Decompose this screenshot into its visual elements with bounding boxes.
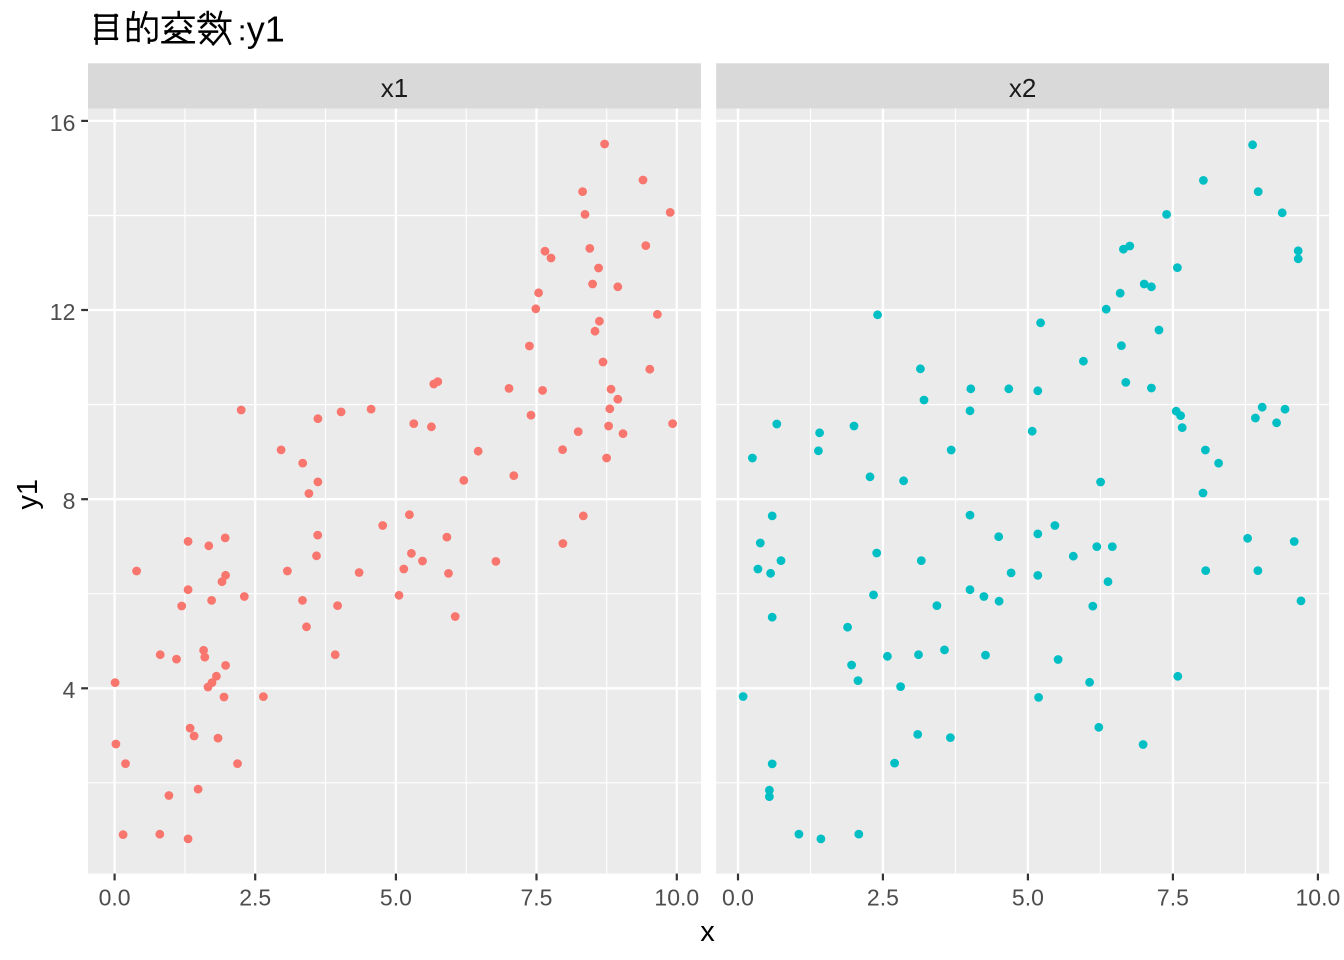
svg-text:y1: y1 xyxy=(12,479,44,510)
svg-text:12: 12 xyxy=(50,299,76,325)
svg-text:5.0: 5.0 xyxy=(380,885,412,911)
svg-text:x2: x2 xyxy=(1009,73,1036,103)
svg-text:16: 16 xyxy=(50,110,76,136)
svg-text:8: 8 xyxy=(63,488,76,514)
svg-text:10.0: 10.0 xyxy=(1296,885,1341,911)
svg-text:x1: x1 xyxy=(381,73,408,103)
svg-text:10.0: 10.0 xyxy=(654,885,699,911)
svg-text:0.0: 0.0 xyxy=(99,885,131,911)
svg-text:x: x xyxy=(700,916,715,948)
svg-text:y1: y1 xyxy=(247,9,285,50)
svg-text:2.5: 2.5 xyxy=(867,885,899,911)
svg-text:0.0: 0.0 xyxy=(722,885,754,911)
svg-text:4: 4 xyxy=(63,677,76,703)
svg-text:2.5: 2.5 xyxy=(239,885,271,911)
svg-text:7.5: 7.5 xyxy=(521,885,553,911)
svg-text:7.5: 7.5 xyxy=(1157,885,1189,911)
svg-text:5.0: 5.0 xyxy=(1012,885,1044,911)
